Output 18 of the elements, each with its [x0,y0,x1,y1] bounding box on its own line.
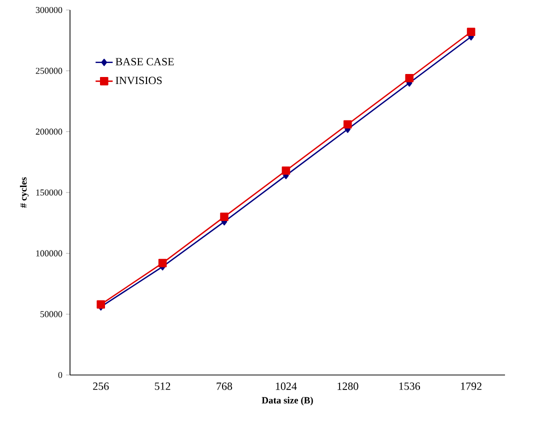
y-axis-title: # cycles [20,177,29,208]
y-tick-label: 300000 [36,6,62,14]
x-tick-label: 1024 [276,382,297,390]
x-tick-label: 1536 [399,382,420,390]
x-tick-label: 256 [93,382,109,390]
y-tick-label: 250000 [36,68,62,74]
x-tick-label: 1280 [338,382,358,390]
y-tick-label: 50000 [40,311,62,318]
x-tick-label: 768 [216,382,232,390]
x-axis-title: Data size (B) [262,396,313,406]
legend-label: INVISIOS [116,76,162,84]
y-tick-label: 150000 [36,189,62,196]
y-tick-label: 0 [58,372,62,378]
legend-label: BASE CASE [116,58,174,66]
y-tick-label: 100000 [36,250,62,256]
x-tick-label: 1792 [461,382,482,390]
y-tick-label: 200000 [36,128,62,135]
x-tick-label: 512 [154,382,170,390]
